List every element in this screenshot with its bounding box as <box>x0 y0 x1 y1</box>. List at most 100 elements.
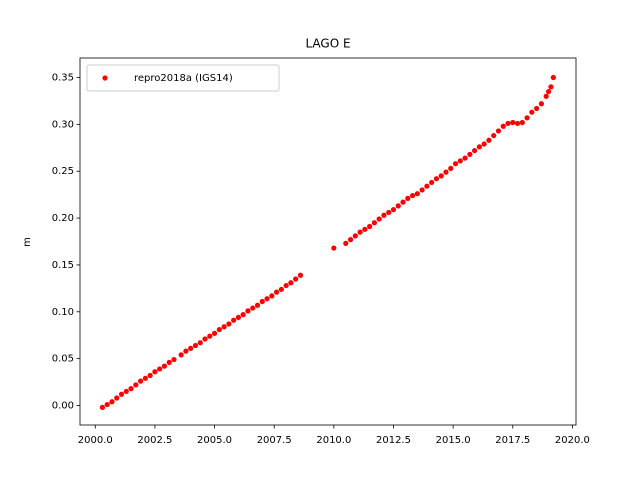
point <box>221 324 227 330</box>
point <box>395 203 401 209</box>
point <box>500 123 506 129</box>
point <box>197 340 203 346</box>
point <box>231 317 237 323</box>
x-tick-label: 2017.5 <box>495 435 530 446</box>
point <box>202 336 208 342</box>
point <box>283 282 289 289</box>
point <box>433 176 440 182</box>
point <box>438 173 444 179</box>
point <box>192 342 199 349</box>
plot-frame <box>79 57 577 426</box>
point <box>481 141 487 147</box>
point <box>178 352 184 358</box>
point <box>166 359 172 365</box>
point <box>400 199 406 205</box>
point <box>424 183 430 189</box>
x-tick-label: 2007.5 <box>257 435 292 446</box>
point <box>495 128 502 134</box>
point <box>429 179 435 186</box>
point <box>548 84 554 90</box>
legend-box <box>86 64 280 92</box>
point <box>118 391 125 397</box>
point <box>171 356 177 363</box>
point <box>414 191 420 197</box>
point <box>133 382 139 388</box>
point <box>152 369 158 375</box>
point <box>462 155 468 161</box>
point <box>538 101 545 107</box>
point <box>240 312 246 318</box>
x-tick-label: 2012.5 <box>376 435 411 446</box>
point <box>371 220 378 226</box>
point <box>331 245 337 251</box>
y-tick-label: 0.00 <box>52 401 74 412</box>
point <box>211 330 218 336</box>
point <box>137 378 144 384</box>
point <box>476 144 482 150</box>
point <box>288 280 294 286</box>
y-tick-label: 0.10 <box>52 307 74 318</box>
point <box>352 233 358 239</box>
point <box>443 169 449 175</box>
point <box>157 366 163 372</box>
point <box>452 161 459 167</box>
point <box>405 195 411 201</box>
point <box>147 372 153 379</box>
x-tick-label: 2005.0 <box>197 435 232 446</box>
x-tick-label: 2015.0 <box>436 435 471 446</box>
point <box>207 333 213 339</box>
point <box>390 207 397 213</box>
point <box>381 212 387 218</box>
point <box>472 147 478 154</box>
point <box>245 308 251 314</box>
y-tick-label: 0.25 <box>52 166 74 177</box>
y-axis-label: m <box>22 237 33 247</box>
point <box>293 276 299 282</box>
x-tick-label: 2002.5 <box>137 435 172 446</box>
point <box>226 321 232 327</box>
point <box>123 388 129 395</box>
legend-marker <box>102 75 108 81</box>
point <box>142 375 148 381</box>
point <box>529 109 535 115</box>
point <box>448 165 454 171</box>
point <box>161 363 168 369</box>
point <box>409 192 416 199</box>
x-tick-label: 2010.0 <box>316 435 351 446</box>
point <box>269 293 275 299</box>
point <box>264 296 270 302</box>
point <box>259 298 265 305</box>
point <box>367 223 373 230</box>
point <box>362 226 368 232</box>
point <box>183 348 189 354</box>
point <box>376 216 382 222</box>
y-tick-label: 0.30 <box>52 119 74 130</box>
point <box>486 137 492 143</box>
point <box>514 120 521 127</box>
point <box>343 240 349 246</box>
point <box>550 74 556 81</box>
point <box>386 209 392 216</box>
point <box>278 286 284 292</box>
point <box>491 132 497 139</box>
point <box>419 187 425 193</box>
point <box>545 88 552 95</box>
x-tick-label: 2020.0 <box>555 435 590 446</box>
y-tick-label: 0.05 <box>52 354 74 365</box>
point <box>104 401 110 408</box>
point <box>273 289 280 295</box>
chart-title: LAGO E <box>305 37 350 51</box>
point <box>524 115 530 121</box>
point <box>534 105 540 112</box>
point <box>188 345 194 351</box>
point <box>235 314 242 321</box>
x-tick-label: 2000.0 <box>78 435 113 446</box>
point <box>99 404 106 410</box>
point <box>519 119 525 126</box>
point <box>510 119 516 126</box>
point <box>467 151 473 157</box>
point <box>457 158 463 164</box>
point <box>297 272 304 278</box>
point <box>250 305 256 311</box>
